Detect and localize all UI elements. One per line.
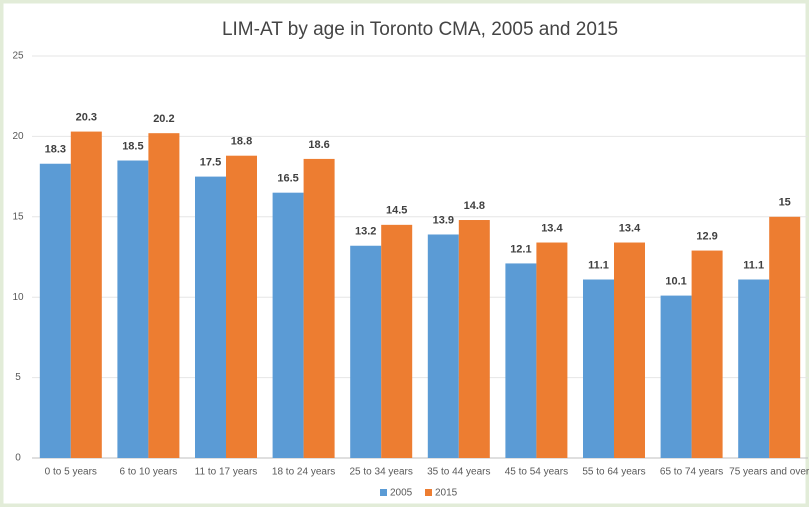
data-label: 11.1 bbox=[743, 259, 764, 271]
bar bbox=[381, 224, 413, 458]
data-label: 13.9 bbox=[433, 214, 454, 226]
x-tick-label: 0 to 5 years bbox=[45, 467, 97, 478]
x-tick-label: 11 to 17 years bbox=[195, 467, 258, 478]
data-label: 18.3 bbox=[45, 144, 66, 156]
bar bbox=[738, 279, 770, 458]
x-tick-label: 55 to 64 years bbox=[582, 467, 645, 478]
legend-swatch bbox=[425, 489, 432, 496]
legend-label: 2005 bbox=[390, 488, 413, 499]
data-label: 20.2 bbox=[153, 113, 174, 125]
data-label: 18.6 bbox=[308, 139, 329, 151]
legend-swatch bbox=[380, 489, 387, 496]
data-label: 17.5 bbox=[200, 157, 221, 169]
data-label: 13.4 bbox=[541, 222, 563, 234]
data-label: 10.1 bbox=[665, 275, 686, 287]
data-label: 18.5 bbox=[122, 140, 143, 152]
y-tick-label: 0 bbox=[15, 453, 21, 464]
data-label: 13.2 bbox=[355, 226, 376, 238]
data-label: 14.8 bbox=[464, 200, 485, 212]
legend-label: 2015 bbox=[435, 488, 458, 499]
bar bbox=[505, 263, 537, 458]
x-tick-label: 65 to 74 years bbox=[660, 467, 723, 478]
bar bbox=[769, 216, 801, 458]
data-label: 15 bbox=[779, 197, 791, 209]
chart-title: LIM-AT by age in Toronto CMA, 2005 and 2… bbox=[222, 19, 618, 40]
bar bbox=[272, 192, 304, 458]
y-tick-label: 20 bbox=[12, 131, 24, 142]
y-tick-label: 10 bbox=[12, 292, 24, 303]
x-tick-label: 18 to 24 years bbox=[272, 467, 335, 478]
x-tick-label: 25 to 34 years bbox=[350, 467, 413, 478]
bar bbox=[660, 295, 692, 458]
bar bbox=[303, 158, 335, 459]
x-tick-label: 6 to 10 years bbox=[119, 467, 177, 478]
bar bbox=[148, 133, 180, 458]
bar bbox=[39, 163, 71, 458]
x-tick-label: 75 years and over bbox=[729, 467, 809, 478]
data-label: 11.1 bbox=[588, 259, 609, 271]
data-label: 13.4 bbox=[619, 222, 641, 234]
bar bbox=[536, 242, 568, 458]
bar bbox=[195, 176, 226, 458]
data-label: 12.9 bbox=[696, 230, 717, 242]
x-tick-label: 35 to 44 years bbox=[427, 467, 490, 478]
y-tick-label: 25 bbox=[12, 51, 24, 62]
bar bbox=[427, 234, 459, 458]
data-label: 14.5 bbox=[386, 205, 407, 217]
data-label: 16.5 bbox=[277, 173, 298, 185]
bar bbox=[350, 245, 382, 458]
bar bbox=[70, 131, 102, 459]
y-tick-label: 5 bbox=[15, 372, 21, 383]
data-label: 20.3 bbox=[76, 111, 97, 123]
x-tick-label: 45 to 54 years bbox=[505, 467, 568, 478]
bar bbox=[117, 160, 149, 458]
bar bbox=[614, 242, 645, 458]
bar bbox=[226, 155, 257, 459]
y-tick-label: 15 bbox=[12, 211, 24, 222]
bar bbox=[691, 250, 723, 458]
data-label: 12.1 bbox=[510, 243, 531, 255]
data-label: 18.8 bbox=[231, 136, 252, 148]
bar bbox=[583, 279, 614, 458]
bar bbox=[458, 220, 490, 458]
